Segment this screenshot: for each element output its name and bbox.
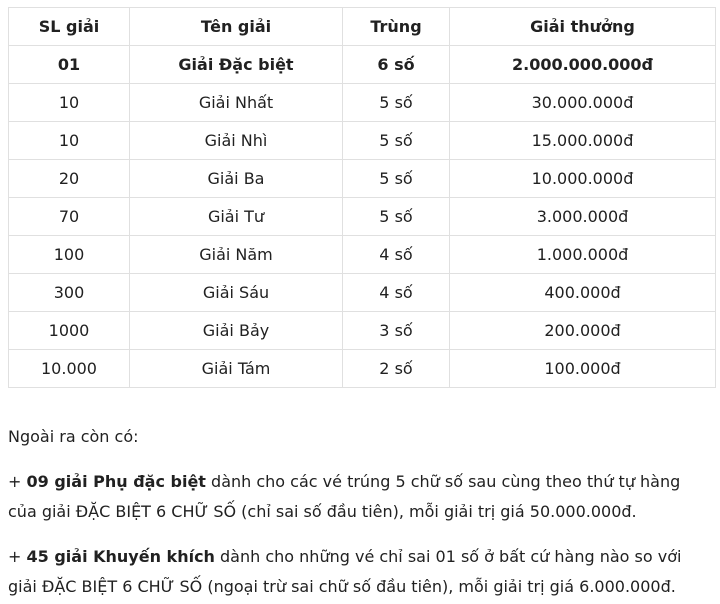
header-prize-name: Tên giải (129, 7, 343, 46)
cell-match: 5 số (342, 159, 450, 198)
note-body-text: dành cho các vé trúng 5 chữ số sau cùng … (8, 472, 681, 521)
cell-prize-name: Giải Ba (129, 159, 343, 198)
table-row: 10 Giải Nhất 5 số 30.000.000đ (8, 83, 716, 122)
note-khuyen-khich: + 45 giải Khuyến khích dành cho những vé… (8, 542, 710, 602)
note-bold-phrase: 09 giải Phụ đặc biệt (26, 472, 206, 491)
note-bold-phrase: 45 giải Khuyến khích (26, 547, 215, 566)
table-header-row: SL giải Tên giải Trùng Giải thưởng (8, 7, 716, 46)
cell-prize-value: 100.000đ (449, 349, 716, 388)
cell-prize-name: Giải Sáu (129, 273, 343, 312)
cell-match: 3 số (342, 311, 450, 350)
note-phu-dac-biet: + 09 giải Phụ đặc biệt dành cho các vé t… (8, 467, 710, 527)
cell-prize-name: Giải Nhất (129, 83, 343, 122)
header-prize-value: Giải thưởng (449, 7, 716, 46)
table-row: 70 Giải Tư 5 số 3.000.000đ (8, 197, 716, 236)
cell-quantity: 01 (8, 45, 130, 84)
cell-prize-value: 3.000.000đ (449, 197, 716, 236)
cell-prize-name: Giải Năm (129, 235, 343, 274)
cell-quantity: 10 (8, 121, 130, 160)
cell-match: 5 số (342, 197, 450, 236)
cell-match: 5 số (342, 121, 450, 160)
table-row: 10 Giải Nhì 5 số 15.000.000đ (8, 121, 716, 160)
additional-prizes-notes: Ngoài ra còn có: + 09 giải Phụ đặc biệt … (8, 422, 710, 602)
table-row: 01 Giải Đặc biệt 6 số 2.000.000.000đ (8, 45, 716, 84)
cell-quantity: 10 (8, 83, 130, 122)
cell-prize-value: 10.000.000đ (449, 159, 716, 198)
cell-prize-value: 400.000đ (449, 273, 716, 312)
cell-prize-value: 2.000.000.000đ (449, 45, 716, 84)
cell-match: 2 số (342, 349, 450, 388)
notes-intro: Ngoài ra còn có: (8, 427, 139, 446)
cell-prize-name: Giải Đặc biệt (129, 45, 343, 84)
cell-quantity: 300 (8, 273, 130, 312)
cell-prize-name: Giải Tư (129, 197, 343, 236)
cell-prize-value: 200.000đ (449, 311, 716, 350)
cell-prize-value: 15.000.000đ (449, 121, 716, 160)
cell-match: 5 số (342, 83, 450, 122)
cell-prize-name: Giải Tám (129, 349, 343, 388)
table-row: 100 Giải Năm 4 số 1.000.000đ (8, 235, 716, 274)
table-row: 300 Giải Sáu 4 số 400.000đ (8, 273, 716, 312)
cell-prize-name: Giải Bảy (129, 311, 343, 350)
cell-match: 4 số (342, 235, 450, 274)
cell-match: 4 số (342, 273, 450, 312)
cell-quantity: 10.000 (8, 349, 130, 388)
cell-prize-value: 30.000.000đ (449, 83, 716, 122)
cell-prize-value: 1.000.000đ (449, 235, 716, 274)
table-row: 20 Giải Ba 5 số 10.000.000đ (8, 159, 716, 198)
cell-quantity: 100 (8, 235, 130, 274)
cell-quantity: 70 (8, 197, 130, 236)
note-body-text: dành cho những vé chỉ sai 01 số ở bất cứ… (8, 547, 682, 596)
note-prefix: + (8, 547, 27, 566)
header-match: Trùng (342, 7, 450, 46)
prize-structure-table: SL giải Tên giải Trùng Giải thưởng 01 Gi… (8, 7, 716, 388)
cell-match: 6 số (342, 45, 450, 84)
table-row: 1000 Giải Bảy 3 số 200.000đ (8, 311, 716, 350)
cell-quantity: 20 (8, 159, 130, 198)
note-prefix: + (8, 472, 27, 491)
header-quantity: SL giải (8, 7, 130, 46)
cell-quantity: 1000 (8, 311, 130, 350)
cell-prize-name: Giải Nhì (129, 121, 343, 160)
table-row: 10.000 Giải Tám 2 số 100.000đ (8, 349, 716, 388)
